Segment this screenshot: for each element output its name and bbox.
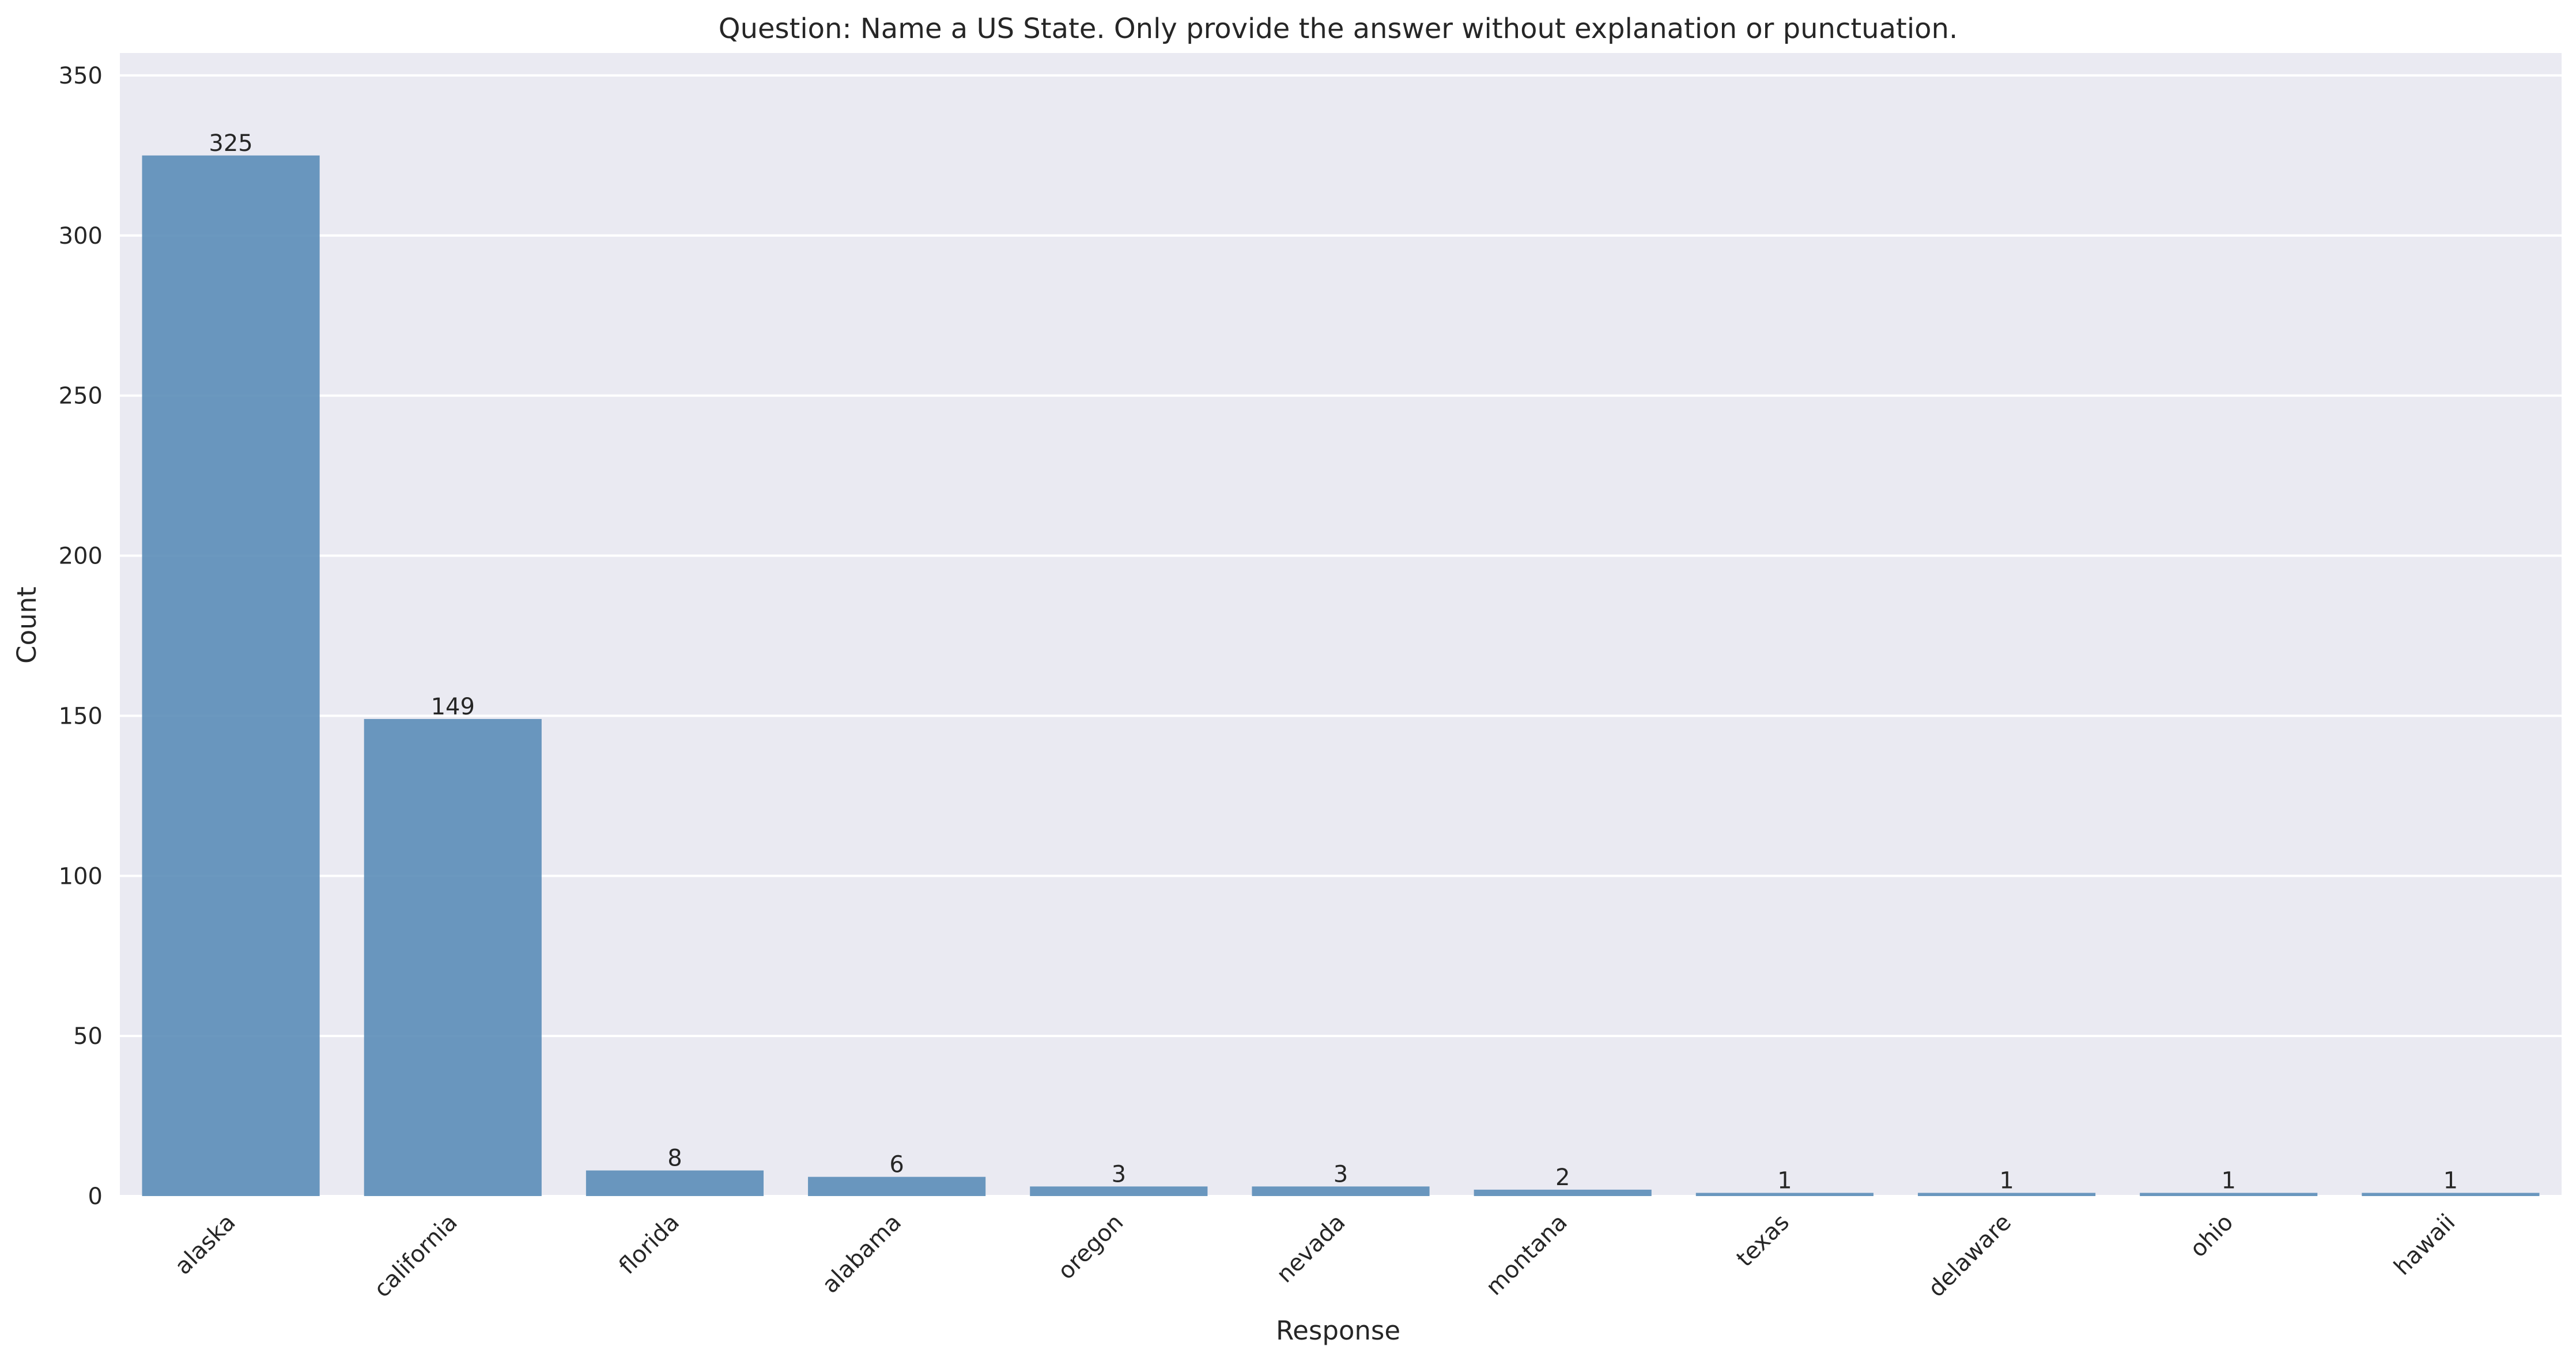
y-tick-label: 100 [59, 863, 103, 890]
data-label-montana: 2 [1555, 1164, 1570, 1191]
data-label-alaska: 325 [209, 130, 252, 157]
y-tick-label: 150 [59, 703, 103, 729]
bar-texas [1695, 1193, 1874, 1196]
y-tick-label: 350 [59, 63, 103, 89]
bar-nevada [1252, 1186, 1430, 1196]
y-tick-label: 200 [59, 543, 103, 570]
chart-title: Question: Name a US State. Only provide … [719, 13, 1958, 45]
y-tick-label: 0 [88, 1183, 103, 1210]
bar-montana [1474, 1189, 1652, 1196]
x-tick-label-california: california [369, 1209, 463, 1303]
data-label-texas: 1 [1777, 1167, 1792, 1194]
bar-delaware [1917, 1193, 2096, 1196]
x-tick-label-hawaii: hawaii [2389, 1209, 2461, 1281]
bar-california [364, 718, 542, 1196]
bar-alaska [142, 155, 320, 1196]
x-tick-label-alabama: alabama [817, 1209, 906, 1299]
data-label-ohio: 1 [2222, 1167, 2236, 1194]
bar-florida [586, 1170, 764, 1196]
y-tick-label: 250 [59, 383, 103, 410]
data-labels: 325 149 8 6 3 3 2 1 1 1 1 [209, 130, 2458, 1194]
bars [142, 155, 2540, 1196]
y-axis-title: Count [12, 587, 42, 664]
bar-oregon [1030, 1186, 1208, 1196]
y-tick-label: 300 [59, 223, 103, 249]
data-label-oregon: 3 [1112, 1161, 1126, 1187]
bar-ohio [2140, 1193, 2318, 1196]
data-label-california: 149 [431, 694, 475, 720]
x-tick-label-oregon: oregon [1053, 1209, 1128, 1285]
bar-alabama [808, 1176, 986, 1196]
x-tick-label-florida: florida [614, 1209, 685, 1280]
data-label-alabama: 6 [889, 1152, 904, 1178]
x-tick-label-nevada: nevada [1271, 1209, 1350, 1288]
bar-hawaii [2362, 1193, 2540, 1196]
x-tick-label-texas: texas [1732, 1209, 1795, 1272]
data-label-nevada: 3 [1334, 1161, 1348, 1187]
y-tick-label: 50 [73, 1023, 103, 1050]
data-label-delaware: 1 [1999, 1167, 2014, 1194]
y-axis-ticks: 0 50 100 150 200 250 300 350 [59, 63, 103, 1210]
x-axis-ticks: alaska california florida alabama oregon neva… [170, 1209, 2461, 1303]
x-tick-label-delaware: delaware [1923, 1209, 2016, 1303]
data-label-hawaii: 1 [2443, 1167, 2458, 1194]
x-tick-label-montana: montana [1481, 1209, 1573, 1301]
data-label-florida: 8 [667, 1145, 682, 1172]
x-tick-label-ohio: ohio [2185, 1209, 2238, 1263]
x-axis-title: Response [1276, 1315, 1400, 1346]
x-tick-label-alaska: alaska [170, 1209, 241, 1280]
